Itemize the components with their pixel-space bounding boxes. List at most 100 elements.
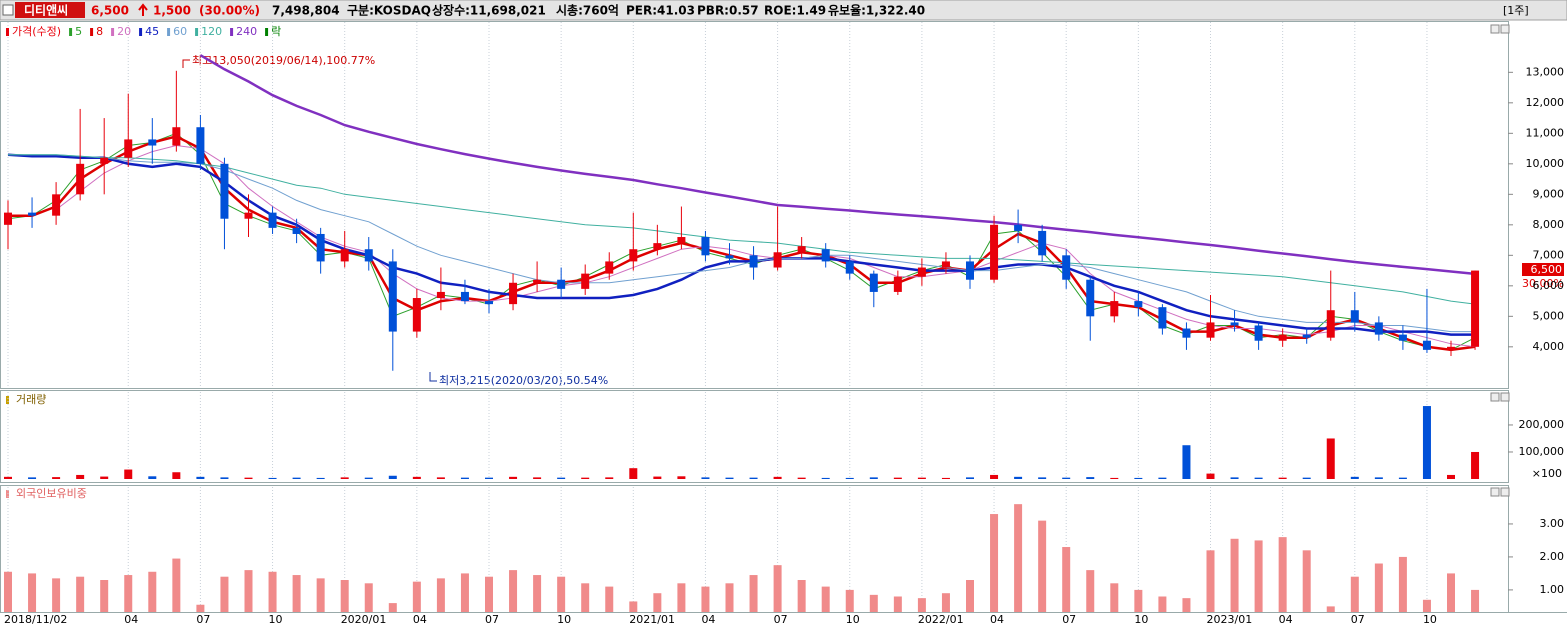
bar [1471,589,1480,612]
bar [100,476,109,479]
x-tick-label: 10 [557,613,571,626]
panel-button[interactable] [1490,392,1500,402]
bar [869,594,878,612]
bar [1374,477,1383,479]
x-tick-label: 2021/01 [629,613,675,626]
bar [244,570,253,612]
x-tick-label: 07 [1351,613,1365,626]
x-tick-label: 04 [701,613,715,626]
bar [917,477,926,479]
candle-body [773,252,782,268]
legend-label: 가격(수정) [12,25,61,38]
panel-button[interactable] [1490,24,1500,34]
bar [797,580,806,612]
x-tick-label: 04 [1279,613,1293,626]
bar [1110,583,1119,612]
candle-body [4,212,12,225]
unit-label: ×100 [1532,467,1562,480]
volume: 7,498,804 [272,4,340,18]
bar [1158,596,1167,612]
y-tick-label: 5,000 [1533,309,1565,322]
candle-body [941,261,950,268]
x-tick-label: 07 [196,613,210,626]
bar [845,589,854,612]
bar [1422,406,1431,479]
ma-line [8,135,1476,352]
bar [966,477,974,479]
candle-body [485,301,493,305]
bar [1158,477,1167,479]
bar [821,586,830,612]
candle-body [268,212,277,228]
panel-button[interactable] [1490,487,1500,497]
up-arrow [138,3,148,16]
bar [1182,598,1191,612]
y-tick-label: 12,000 [1526,96,1565,109]
legend-marker [6,28,9,36]
candle-body [605,261,614,274]
bar [460,573,469,612]
candle-body [557,279,566,289]
legend-label: 락 [271,25,281,38]
bar [845,477,854,479]
legend-marker [167,28,171,36]
bar [821,477,830,479]
candle-body [460,291,469,302]
bar [1134,589,1143,612]
y-tick-label: 9,000 [1533,187,1565,200]
panel-button[interactable] [1500,392,1510,402]
bar [1326,606,1335,612]
candle-body [845,261,854,274]
ma-line [8,154,1475,333]
candle-body [1062,255,1071,280]
panel-button[interactable] [1500,487,1510,497]
candle-body [244,212,253,219]
bar [340,477,349,479]
bar [196,476,205,479]
candle-body [1350,310,1359,323]
period[interactable]: [1주] [1503,4,1529,17]
bar [701,477,710,479]
bar [629,601,638,612]
bar [485,576,493,612]
candle-body [412,298,421,332]
candle-body [292,227,301,234]
bar [1230,477,1239,479]
price-label: 6,500 [1531,263,1563,276]
bar [244,477,253,479]
bar [581,477,590,479]
y-tick-label: 200,000 [1519,418,1565,431]
candle-body [76,163,85,195]
name-box [15,2,85,18]
panel-button[interactable] [1500,24,1510,34]
bar [605,477,614,479]
candle-body [533,279,542,283]
bar [364,583,373,612]
x-tick-label: 04 [124,613,138,626]
bar [581,583,590,612]
y-tick-label: 100,000 [1519,445,1565,458]
bar [364,477,373,479]
bar [76,474,85,479]
y-tick-label: 8,000 [1533,218,1565,231]
candle-body [1398,334,1407,341]
candle-body [509,282,518,305]
bar [917,598,926,612]
bar [893,477,902,479]
candle-body [1374,322,1383,335]
legend-marker [230,28,234,36]
bar [292,575,301,612]
shares: 상장수:11,698,021 [432,3,546,18]
x-tick-label: 04 [413,613,427,626]
checkbox[interactable] [2,4,14,16]
bar [990,514,999,612]
bar [1062,547,1071,612]
bar [172,472,181,479]
bar [1206,550,1215,612]
low-annotation: 최저3,215(2020/03/20),50.54% [439,374,608,387]
market-cap: 시총:760억 [556,3,619,18]
bar [412,476,421,479]
price: 6,500 [91,4,129,18]
candle-body [990,224,999,280]
